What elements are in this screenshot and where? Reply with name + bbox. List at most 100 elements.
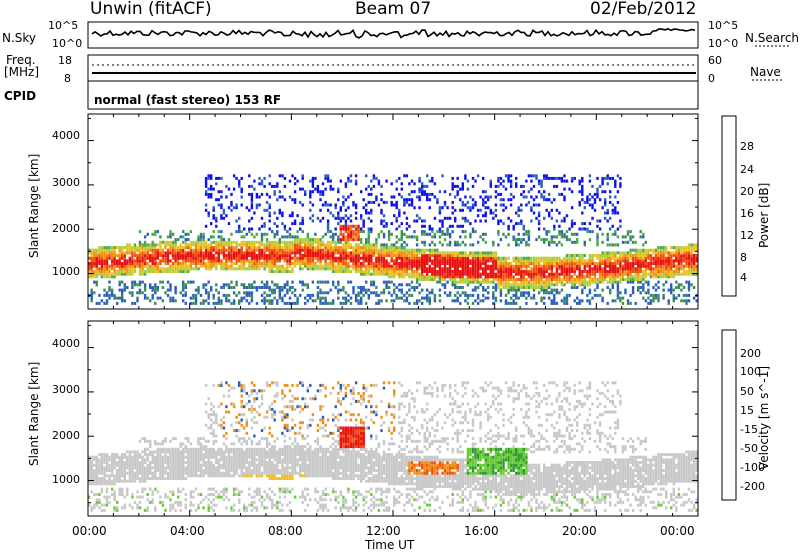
power-cell — [103, 254, 106, 257]
velocity-cell — [156, 447, 159, 451]
velocity-cell — [156, 469, 159, 472]
power-cell — [398, 267, 401, 271]
power-cell — [642, 275, 645, 279]
power-cell — [367, 293, 370, 297]
power-cell — [596, 286, 599, 289]
power-cell — [367, 267, 370, 271]
power-cell — [326, 280, 330, 284]
power-cell — [578, 280, 581, 284]
power-cell — [268, 240, 271, 244]
power-cell — [507, 198, 510, 202]
power-cell — [499, 291, 503, 295]
power-cell — [545, 230, 548, 234]
power-cell — [466, 293, 470, 297]
power-cell — [578, 262, 581, 265]
power-cell — [151, 256, 154, 260]
power-cell — [642, 283, 645, 287]
power-cell — [365, 246, 368, 250]
power-cell — [126, 259, 129, 263]
power-cell — [558, 267, 561, 271]
power-cell — [344, 235, 348, 239]
power-cell — [657, 264, 660, 268]
power-cell — [428, 227, 431, 231]
power-cell — [558, 275, 561, 279]
power-cell — [461, 270, 464, 273]
power-cell — [680, 299, 683, 303]
x-tick: 00:00 — [72, 524, 107, 538]
power-cell — [662, 262, 665, 265]
velocity-cell — [126, 479, 129, 483]
power-cell — [187, 270, 190, 273]
power-cell — [507, 224, 510, 228]
power-cell — [550, 275, 553, 279]
power-cell — [121, 272, 124, 276]
velocity-cell — [103, 458, 106, 462]
power-cell — [543, 240, 546, 244]
power-cell — [95, 272, 98, 276]
power-cell — [240, 256, 243, 260]
power-cell — [177, 264, 180, 268]
power-cell — [362, 251, 365, 255]
power-cell — [583, 200, 586, 204]
power-cell — [461, 259, 464, 263]
power-cell — [398, 283, 401, 287]
power-cell — [520, 256, 523, 260]
power-cell — [649, 272, 653, 276]
power-cell — [301, 256, 304, 260]
power-cell — [466, 275, 470, 279]
power-cell — [525, 272, 528, 276]
power-cell — [548, 259, 551, 263]
power-cell — [154, 301, 157, 305]
power-cell — [141, 256, 144, 260]
power-cell — [271, 248, 274, 252]
power-cell — [499, 192, 503, 196]
velocity-cell — [90, 471, 93, 475]
velocity-cell — [123, 495, 126, 499]
power-cell — [271, 288, 274, 292]
power-cell — [593, 275, 597, 279]
power-cell — [138, 288, 142, 292]
power-cell — [677, 283, 681, 287]
power-cell — [265, 262, 269, 265]
power-cell — [509, 203, 513, 207]
power-cell — [159, 243, 162, 247]
power-cell — [398, 275, 401, 279]
power-cell — [471, 251, 475, 255]
velocity-cell — [151, 471, 154, 475]
power-cell — [179, 262, 182, 265]
power-cell — [459, 256, 462, 260]
power-cell — [169, 267, 172, 271]
power-cell — [98, 293, 101, 297]
velocity-cell — [108, 474, 111, 478]
power-cell — [220, 216, 223, 220]
power-cell — [644, 256, 647, 260]
power-cell — [238, 291, 241, 295]
power-cell — [299, 243, 302, 247]
power-cell — [687, 254, 691, 257]
power-cell — [682, 299, 686, 303]
power-cell — [189, 267, 193, 271]
power-cell — [474, 275, 477, 279]
power-cell — [324, 203, 327, 207]
power-cell — [169, 248, 172, 252]
power-cell — [352, 256, 355, 260]
power-cell — [344, 227, 348, 231]
power-cell — [502, 286, 505, 289]
power-cell — [354, 259, 358, 263]
power-cell — [550, 216, 553, 220]
power-cell — [502, 222, 505, 226]
power-cell — [243, 267, 246, 271]
power-cell — [301, 219, 304, 223]
power-cell — [357, 238, 360, 242]
power-cell — [687, 272, 691, 276]
power-cell — [299, 293, 302, 297]
power-cell — [288, 286, 292, 289]
power-cell — [314, 238, 317, 242]
power-cell — [581, 176, 584, 180]
power-cell — [202, 238, 205, 242]
power-cell — [166, 251, 170, 255]
power-cell — [672, 246, 675, 250]
power-cell — [466, 296, 470, 300]
power-cell — [301, 248, 304, 252]
power-cell — [174, 267, 177, 271]
